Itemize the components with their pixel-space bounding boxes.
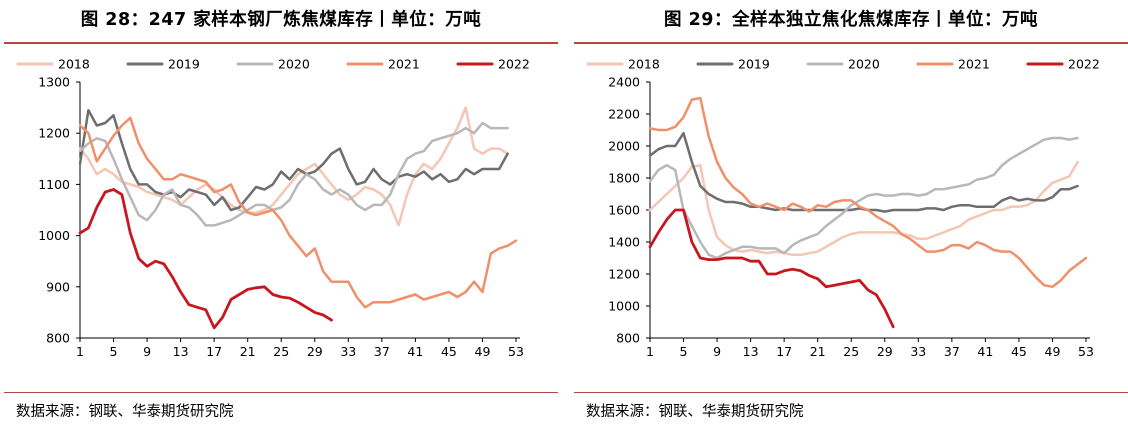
line-chart-29: 800 1000 1200 1400 1600 1800 2000 2200 2400 1 5 9 13… bbox=[586, 57, 1100, 359]
series-line-2021 bbox=[648, 96, 1088, 289]
legend-label-2018: 2018 bbox=[628, 57, 660, 72]
series-line-2020 bbox=[78, 121, 509, 227]
y-tick-label: 2200 bbox=[608, 107, 640, 122]
series-line-2018 bbox=[78, 106, 509, 227]
x-tick-label: 21 bbox=[240, 344, 256, 359]
x-tick-label: 33 bbox=[340, 344, 356, 359]
legend-label-2018: 2018 bbox=[58, 57, 90, 72]
x-tick-label: 1 bbox=[646, 344, 654, 359]
x-tick-label: 9 bbox=[713, 344, 721, 359]
y-tick-label: 1200 bbox=[608, 267, 640, 282]
x-tick-label: 17 bbox=[206, 344, 222, 359]
chart-panel-29: 图 29：全样本独立焦化焦煤库存丨单位：万吨 800 1000 1200 1400 16… bbox=[574, 0, 1128, 429]
legend-label-2021: 2021 bbox=[388, 57, 420, 72]
series-line-2019 bbox=[648, 131, 1079, 213]
series-line-2020 bbox=[648, 136, 1079, 260]
x-tick-label: 25 bbox=[843, 344, 859, 359]
y-tick-label: 2400 bbox=[608, 75, 640, 90]
y-tick-label: 1000 bbox=[38, 228, 70, 243]
x-tick-label: 37 bbox=[374, 344, 390, 359]
series-line-2022 bbox=[78, 188, 333, 330]
y-tick-label: 1200 bbox=[38, 126, 70, 141]
y-tick-label: 1400 bbox=[608, 235, 640, 250]
chart-title: 图 28：247 家样本钢厂炼焦煤库存丨单位：万吨 bbox=[80, 10, 482, 30]
x-tick-label: 37 bbox=[944, 344, 960, 359]
x-tick-label: 13 bbox=[743, 344, 759, 359]
y-tick-label: 900 bbox=[46, 279, 70, 294]
y-tick-label: 1100 bbox=[38, 177, 70, 192]
chart-panel-28: 图 28：247 家样本钢厂炼焦煤库存丨单位：万吨 800 900 1000 1100… bbox=[4, 0, 558, 429]
y-tick-label: 800 bbox=[616, 331, 640, 346]
chart-title: 图 29：全样本独立焦化焦煤库存丨单位：万吨 bbox=[664, 10, 1038, 30]
y-tick-label: 1800 bbox=[608, 171, 640, 186]
source-divider bbox=[574, 392, 1128, 393]
data-source-note: 数据来源：钢联、华泰期货研究院 bbox=[586, 404, 804, 420]
x-tick-label: 5 bbox=[680, 344, 688, 359]
x-tick-label: 41 bbox=[977, 344, 993, 359]
x-tick-label: 53 bbox=[1078, 344, 1094, 359]
x-tick-label: 49 bbox=[1045, 344, 1061, 359]
legend-label-2021: 2021 bbox=[958, 57, 990, 72]
y-tick-label: 2000 bbox=[608, 139, 640, 154]
series-line-2019 bbox=[78, 108, 509, 212]
legend-label-2020: 2020 bbox=[278, 57, 310, 72]
series-line-2021 bbox=[78, 116, 518, 309]
legend-label-2022: 2022 bbox=[498, 57, 530, 72]
legend-label-2019: 2019 bbox=[168, 57, 200, 72]
y-tick-label: 1000 bbox=[608, 299, 640, 314]
x-tick-label: 33 bbox=[910, 344, 926, 359]
y-tick-label: 800 bbox=[46, 331, 70, 346]
x-tick-label: 29 bbox=[307, 344, 323, 359]
x-tick-label: 21 bbox=[810, 344, 826, 359]
x-tick-label: 41 bbox=[407, 344, 423, 359]
x-tick-label: 45 bbox=[1011, 344, 1027, 359]
x-tick-label: 45 bbox=[441, 344, 457, 359]
y-tick-label: 1300 bbox=[38, 75, 70, 90]
x-tick-label: 29 bbox=[877, 344, 893, 359]
x-tick-label: 9 bbox=[143, 344, 151, 359]
source-divider bbox=[4, 392, 558, 393]
x-tick-label: 25 bbox=[273, 344, 289, 359]
line-chart-28: 800 900 1000 1100 1200 1300 1 5 9 13 17 21 25 29 33 37 4… bbox=[16, 57, 530, 359]
y-tick-label: 1600 bbox=[608, 203, 640, 218]
x-tick-label: 1 bbox=[76, 344, 84, 359]
x-tick-label: 5 bbox=[110, 344, 118, 359]
x-tick-label: 53 bbox=[508, 344, 524, 359]
series-line-2022 bbox=[648, 208, 895, 329]
series-line-2018 bbox=[648, 160, 1079, 257]
x-tick-label: 49 bbox=[475, 344, 491, 359]
x-tick-label: 13 bbox=[173, 344, 189, 359]
title-divider bbox=[4, 42, 558, 44]
x-tick-label: 17 bbox=[776, 344, 792, 359]
title-divider bbox=[574, 42, 1128, 44]
legend-label-2019: 2019 bbox=[738, 57, 770, 72]
legend-label-2022: 2022 bbox=[1068, 57, 1100, 72]
legend-label-2020: 2020 bbox=[848, 57, 880, 72]
data-source-note: 数据来源：钢联、华泰期货研究院 bbox=[16, 404, 234, 420]
